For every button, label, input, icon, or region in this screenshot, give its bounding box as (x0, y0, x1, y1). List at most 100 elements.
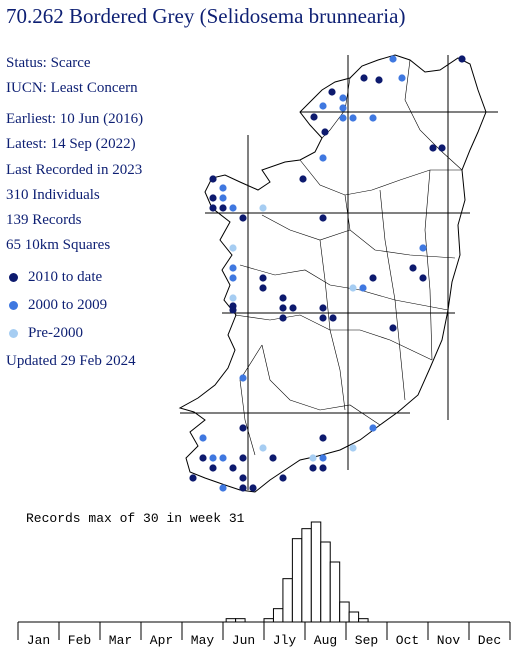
month-labels: Jan Feb Mar Apr May Jun Jly Aug Sep Oct Nov Dec (27, 633, 501, 648)
month-label: Feb (68, 633, 91, 648)
month-label: Oct (396, 633, 419, 648)
record-dot (189, 474, 197, 482)
record-dot (259, 444, 267, 452)
month-label: Jan (27, 633, 50, 648)
record-dot (219, 454, 227, 462)
record-dot (389, 324, 397, 332)
month-label: Sep (355, 633, 378, 648)
legend-dot-icon (9, 329, 18, 338)
record-dot (319, 102, 327, 110)
record-dot (309, 454, 317, 462)
latest-text: Latest: 14 Sep (2022) (6, 136, 136, 152)
record-dot (229, 274, 237, 282)
record-dot (209, 204, 217, 212)
histogram-bar (291, 538, 303, 623)
record-dot (319, 304, 327, 312)
record-dot (199, 454, 207, 462)
record-dot (339, 94, 347, 102)
record-dot (219, 194, 227, 202)
grid-lines (180, 55, 498, 490)
record-dot (309, 464, 317, 472)
record-dot (219, 204, 227, 212)
record-dot (319, 454, 327, 462)
earliest-text: Earliest: 10 Jun (2016) (6, 111, 144, 127)
legend-label: 2010 to date (28, 269, 103, 285)
month-label: Nov (437, 633, 461, 648)
record-dot (199, 434, 207, 442)
record-dot (319, 314, 327, 322)
record-dot (339, 104, 347, 112)
record-dot (229, 464, 237, 472)
record-dot (229, 204, 237, 212)
page-title: 70.262 Bordered Grey (Selidosema brunnea… (6, 4, 406, 28)
record-dot (259, 274, 267, 282)
record-dot (279, 314, 287, 322)
records-text: 139 Records (6, 212, 82, 228)
record-dot (319, 464, 327, 472)
record-dot (458, 55, 466, 63)
histogram-bars (225, 521, 369, 623)
record-dot (321, 128, 329, 136)
record-dot (359, 284, 367, 292)
distribution-map (178, 54, 498, 493)
status-text: Status: Scarce (6, 55, 91, 71)
legend-item-2010: 2010 to date (6, 269, 102, 286)
month-label: Mar (109, 633, 132, 648)
record-dot (349, 284, 357, 292)
record-dot (369, 424, 377, 432)
record-dots (189, 55, 466, 492)
record-dot (209, 454, 217, 462)
legend-label: Pre-2000 (28, 325, 83, 341)
record-dot (269, 454, 277, 462)
month-label: May (191, 633, 215, 648)
record-dot (438, 144, 446, 152)
legend-label: 2000 to 2009 (28, 297, 108, 313)
record-dot (369, 274, 377, 282)
record-dot (375, 76, 383, 84)
updated-text: Updated 29 Feb 2024 (6, 353, 136, 369)
record-dot (209, 464, 217, 472)
record-dot (349, 114, 357, 122)
record-dot (419, 244, 427, 252)
record-dot (229, 264, 237, 272)
record-dot (339, 114, 347, 122)
records-histogram: Jan Feb Mar Apr May Jun Jly Aug Sep Oct Nov Dec (17, 521, 511, 648)
squares-text: 65 10km Squares (6, 237, 111, 253)
record-dot (429, 144, 437, 152)
record-dot (419, 274, 427, 282)
month-ticks (17, 622, 511, 640)
record-dot (259, 204, 267, 212)
record-dot (279, 474, 287, 482)
ireland-outline (178, 54, 487, 493)
record-dot (279, 294, 287, 302)
histogram-title: Records max of 30 in week 31 (26, 511, 245, 526)
record-dot (409, 264, 417, 272)
histogram-bar (301, 528, 312, 623)
record-dot (259, 284, 267, 292)
record-dot (328, 88, 336, 96)
record-dot (239, 424, 247, 432)
histogram-bar (282, 578, 293, 623)
record-dot (319, 214, 327, 222)
month-label: Dec (478, 633, 501, 648)
individuals-text: 310 Individuals (6, 187, 100, 203)
record-dot (239, 474, 247, 482)
month-label: Aug (314, 633, 337, 648)
record-dot (239, 214, 247, 222)
record-dot (389, 55, 397, 63)
histogram-bar (339, 601, 350, 623)
record-dot (319, 154, 327, 162)
record-dot (239, 484, 247, 492)
record-dot (310, 113, 318, 121)
histogram-bar (310, 521, 322, 623)
histogram-bar (329, 561, 341, 623)
legend-item-2000: 2000 to 2009 (6, 297, 107, 314)
month-label: Apr (150, 633, 173, 648)
record-dot (209, 194, 217, 202)
record-dot (209, 175, 217, 183)
record-dot (398, 74, 406, 82)
legend-item-pre2000: Pre-2000 (6, 325, 83, 342)
record-dot (249, 484, 257, 492)
record-dot (349, 444, 357, 452)
histogram-bar (320, 541, 331, 623)
